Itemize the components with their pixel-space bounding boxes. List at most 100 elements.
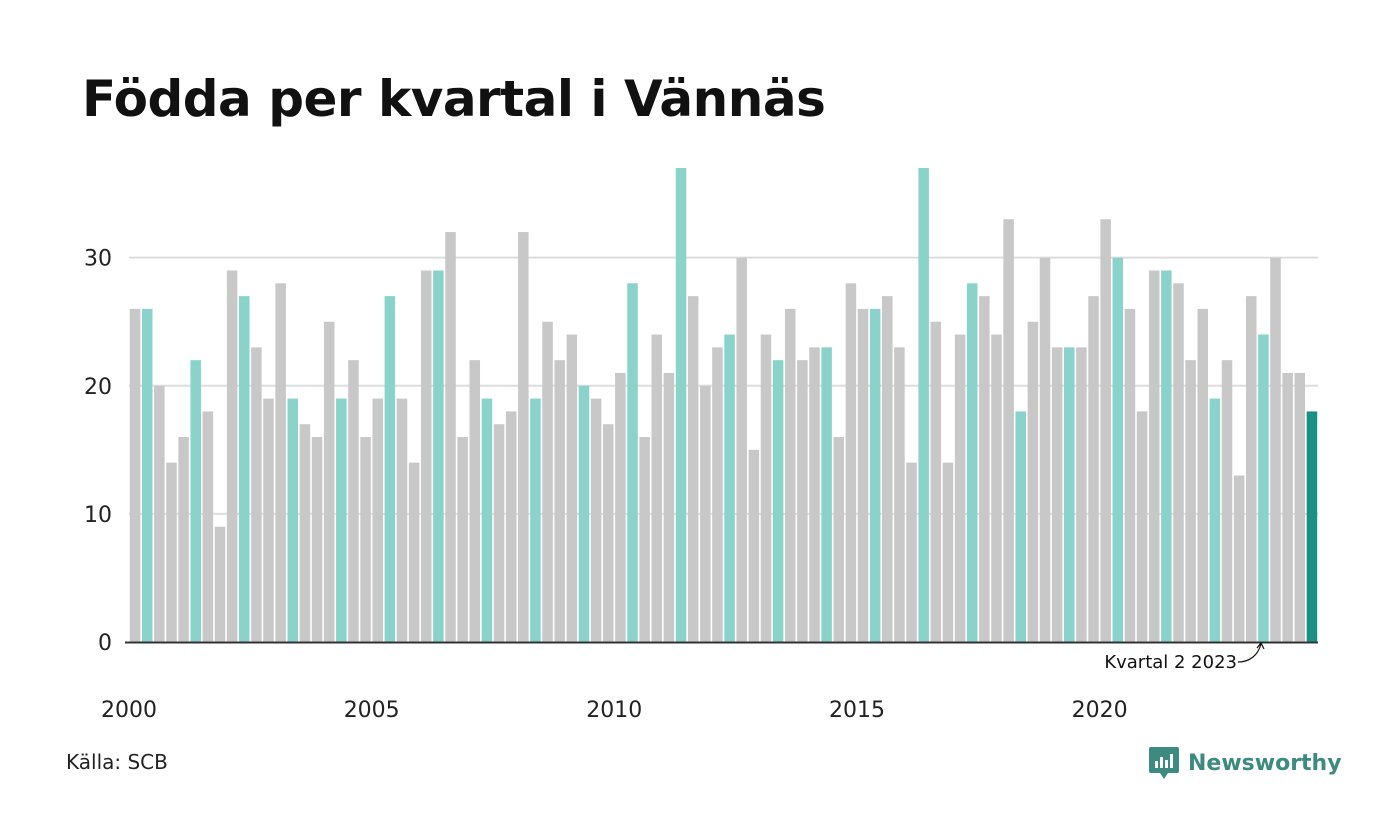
bar [700,385,711,642]
bar-chart: 0 10 20 30 2000 2005 2010 2015 2020 Kvartal 2 2… [84,168,1318,723]
bar [1003,219,1014,643]
x-tick-label: 2020 [1072,698,1128,723]
bar [263,398,274,642]
bar [493,424,505,642]
bar [869,308,881,642]
bar [1015,411,1027,642]
y-tick-label: 20 [84,375,112,400]
bar [1100,219,1111,643]
bar [663,372,675,642]
bar [930,321,942,642]
bar [845,283,857,642]
x-tick-label: 2010 [586,698,642,723]
bar [1064,347,1075,642]
bar [1270,257,1281,642]
bar [712,347,723,642]
bar [615,372,626,642]
y-tick-label: 30 [84,247,112,272]
bar [724,334,735,642]
bar [287,398,299,642]
bar [627,283,638,642]
bar [639,437,650,642]
bar [954,334,966,642]
bar [918,168,929,642]
bar [590,398,602,642]
bar [882,296,893,642]
bar [554,360,565,642]
x-tick-label: 2015 [829,698,885,723]
bar [1221,360,1233,642]
bar [1306,411,1318,642]
bar [178,437,189,642]
x-ticks: 2000 2005 2010 2015 2020 [101,698,1128,723]
bar [748,449,760,642]
bar [966,283,978,642]
annotation-group: Kvartal 2 2023 [1104,641,1265,673]
bar [1233,475,1245,642]
annotation-label: Kvartal 2 2023 [1104,652,1237,673]
bar [1124,308,1136,642]
bar [154,385,165,642]
bar [784,308,796,642]
bar [772,360,784,642]
bar [821,347,832,642]
bar [202,411,214,642]
bar [518,232,529,643]
brand-logo: Newsworthy [1148,744,1342,782]
annotation-arrowhead [1256,641,1265,650]
y-tick-label: 10 [84,503,112,528]
bar [1076,347,1087,642]
bar [481,398,493,642]
bar [141,308,153,642]
bar [408,462,420,642]
bar [457,437,468,642]
bar [979,296,990,642]
bar [1294,372,1306,642]
bar [566,334,578,642]
chart-title: Födda per kvartal i Vännäs [82,70,826,128]
bar [1161,270,1172,642]
y-tick-label: 0 [98,631,112,656]
bar [433,270,444,642]
bar [469,360,481,642]
bar [505,411,517,642]
bar [1246,296,1257,642]
bar [190,360,201,642]
bar [991,334,1002,642]
bar [687,296,699,642]
bar [1051,347,1063,642]
newsworthy-logo-icon [1149,747,1179,779]
bar [1197,308,1208,642]
x-tick-label: 2005 [344,698,400,723]
bar [384,296,396,642]
bar [797,360,808,642]
bar [833,437,845,642]
bar [1027,321,1039,642]
bar [578,385,590,642]
bar [651,334,663,642]
bar [942,462,954,642]
bar [299,424,311,642]
bars [129,168,1318,643]
bar [1136,411,1148,642]
source-note: Källa: SCB [66,750,168,774]
bar [1148,270,1160,642]
bar [894,347,905,642]
bar [1112,257,1124,642]
bar [675,168,687,642]
annotation-arrow [1237,643,1262,663]
bar [251,347,262,642]
bar [166,462,177,642]
bar [1088,296,1099,642]
bar [857,308,869,642]
brand-name: Newsworthy [1188,750,1342,776]
bar [336,398,347,642]
bar [129,308,141,642]
bar [602,424,614,642]
bar [1282,372,1293,642]
bar [1173,283,1184,642]
bar [323,321,335,642]
bar [226,270,238,642]
bar [348,360,359,642]
x-tick-label: 2000 [101,698,157,723]
